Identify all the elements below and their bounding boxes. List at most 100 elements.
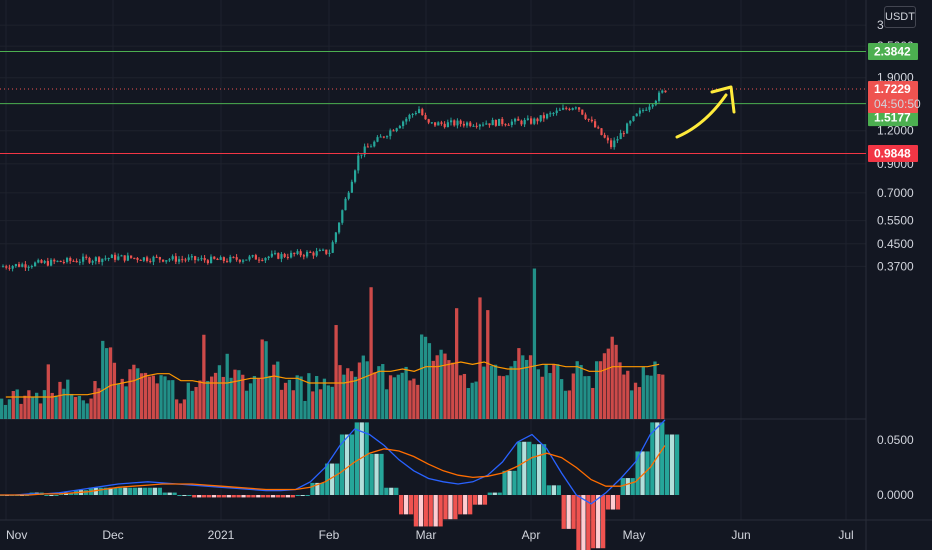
- candle-body: [216, 258, 219, 260]
- candle-body: [411, 113, 414, 115]
- macd-hist-bar: [231, 495, 236, 498]
- candle-body: [360, 154, 363, 156]
- candle-body: [142, 257, 145, 261]
- macd-hist-bar: [517, 441, 522, 495]
- macd-hist-bar: [83, 490, 89, 495]
- candle-body: [389, 130, 392, 137]
- macd-hist-bar: [241, 495, 246, 498]
- volume-bar: [108, 347, 113, 419]
- candle-body: [248, 256, 251, 260]
- volume-bar: [19, 403, 23, 419]
- candle-body: [437, 122, 440, 126]
- candle-body: [155, 256, 158, 258]
- candle-body: [210, 256, 213, 264]
- volume-bar: [252, 376, 257, 419]
- candle-body: [651, 104, 654, 107]
- arrow-head: [710, 85, 736, 114]
- candle-body: [395, 128, 398, 132]
- volume-bar: [657, 374, 661, 419]
- candle-body: [402, 121, 405, 127]
- volume-bar: [575, 361, 579, 419]
- macd-hist-bar: [320, 482, 325, 495]
- candle-body: [43, 261, 46, 263]
- candle-body: [114, 254, 117, 260]
- candle-body: [350, 181, 353, 193]
- volume-bar: [159, 375, 163, 419]
- volume-bar: [513, 360, 517, 419]
- candle-body: [226, 260, 229, 262]
- macd-hist-bar: [418, 495, 424, 527]
- volume-bar: [517, 348, 521, 419]
- volume-bar: [560, 379, 564, 419]
- volume-bar: [598, 361, 603, 419]
- candle-body: [110, 254, 113, 259]
- macd-hist-bar: [280, 495, 286, 498]
- volume-bar: [431, 360, 435, 419]
- volume-bar: [388, 375, 393, 419]
- macd-hist-bar: [315, 482, 320, 495]
- macd-hist-bar: [650, 422, 655, 495]
- candle-body: [174, 256, 177, 262]
- volume-bar: [46, 364, 50, 419]
- volume-bar: [112, 362, 117, 419]
- candle-body: [274, 253, 277, 255]
- macd-hist-bar: [566, 495, 571, 529]
- macd-hist-bar: [226, 495, 231, 498]
- macd-hist-bar: [536, 444, 542, 495]
- volume-bar: [260, 339, 264, 419]
- macd-hist-bar: [108, 487, 113, 495]
- volume-bar: [369, 287, 373, 419]
- macd-hist-bar: [206, 495, 212, 498]
- candle-body: [152, 256, 155, 262]
- macd-hist-bar: [201, 495, 207, 498]
- volume-bar: [408, 380, 412, 419]
- macd-hist-bar: [448, 495, 453, 520]
- volume-bar: [163, 376, 167, 419]
- volume-bar: [70, 393, 74, 419]
- volume-bar: [610, 336, 614, 419]
- price-tick-label: 0.4500: [877, 237, 914, 251]
- candle-body: [104, 258, 107, 260]
- time-tick-label: Nov: [6, 528, 27, 542]
- volume-bar: [466, 388, 470, 419]
- candle-body: [222, 257, 225, 261]
- candle-body: [334, 232, 337, 243]
- volume-bar: [591, 387, 595, 419]
- candle-body: [626, 123, 629, 134]
- candle-body: [606, 137, 609, 141]
- candle-body: [331, 242, 334, 253]
- macd-hist-bar: [246, 495, 251, 498]
- volume-bar: [73, 396, 78, 419]
- countdown-timer: 04:50:50: [874, 97, 921, 111]
- candle-body: [290, 252, 293, 258]
- candles: [2, 89, 667, 272]
- macd-hist-bar: [236, 495, 241, 498]
- volume-bar: [602, 353, 607, 419]
- volume-bar: [93, 381, 97, 419]
- candle-body: [370, 146, 373, 148]
- currency-selector[interactable]: USDT: [884, 6, 916, 28]
- volume-bar: [622, 374, 626, 419]
- candle-body: [568, 108, 571, 110]
- volume-bar: [198, 380, 202, 419]
- volume-bar: [661, 374, 665, 419]
- volume-bar: [427, 343, 432, 419]
- candle-body: [619, 133, 622, 140]
- upper-green-badge-bg: [868, 43, 918, 61]
- candle-body: [107, 258, 110, 260]
- macd-hist-bar: [591, 495, 596, 549]
- volume-bar: [128, 369, 132, 419]
- time-tick-label: Jul: [838, 528, 853, 542]
- volume-bar: [58, 381, 62, 419]
- volume-bar: [178, 403, 183, 419]
- macd-hist-bar: [68, 492, 74, 495]
- candle-body: [379, 136, 382, 138]
- candle-body: [427, 119, 430, 123]
- volume-bar: [447, 360, 451, 419]
- volume-bar: [571, 373, 575, 419]
- candle-body: [555, 110, 558, 114]
- volume-bar: [194, 387, 198, 419]
- volume-bar: [342, 374, 346, 419]
- volume-bar: [241, 374, 245, 419]
